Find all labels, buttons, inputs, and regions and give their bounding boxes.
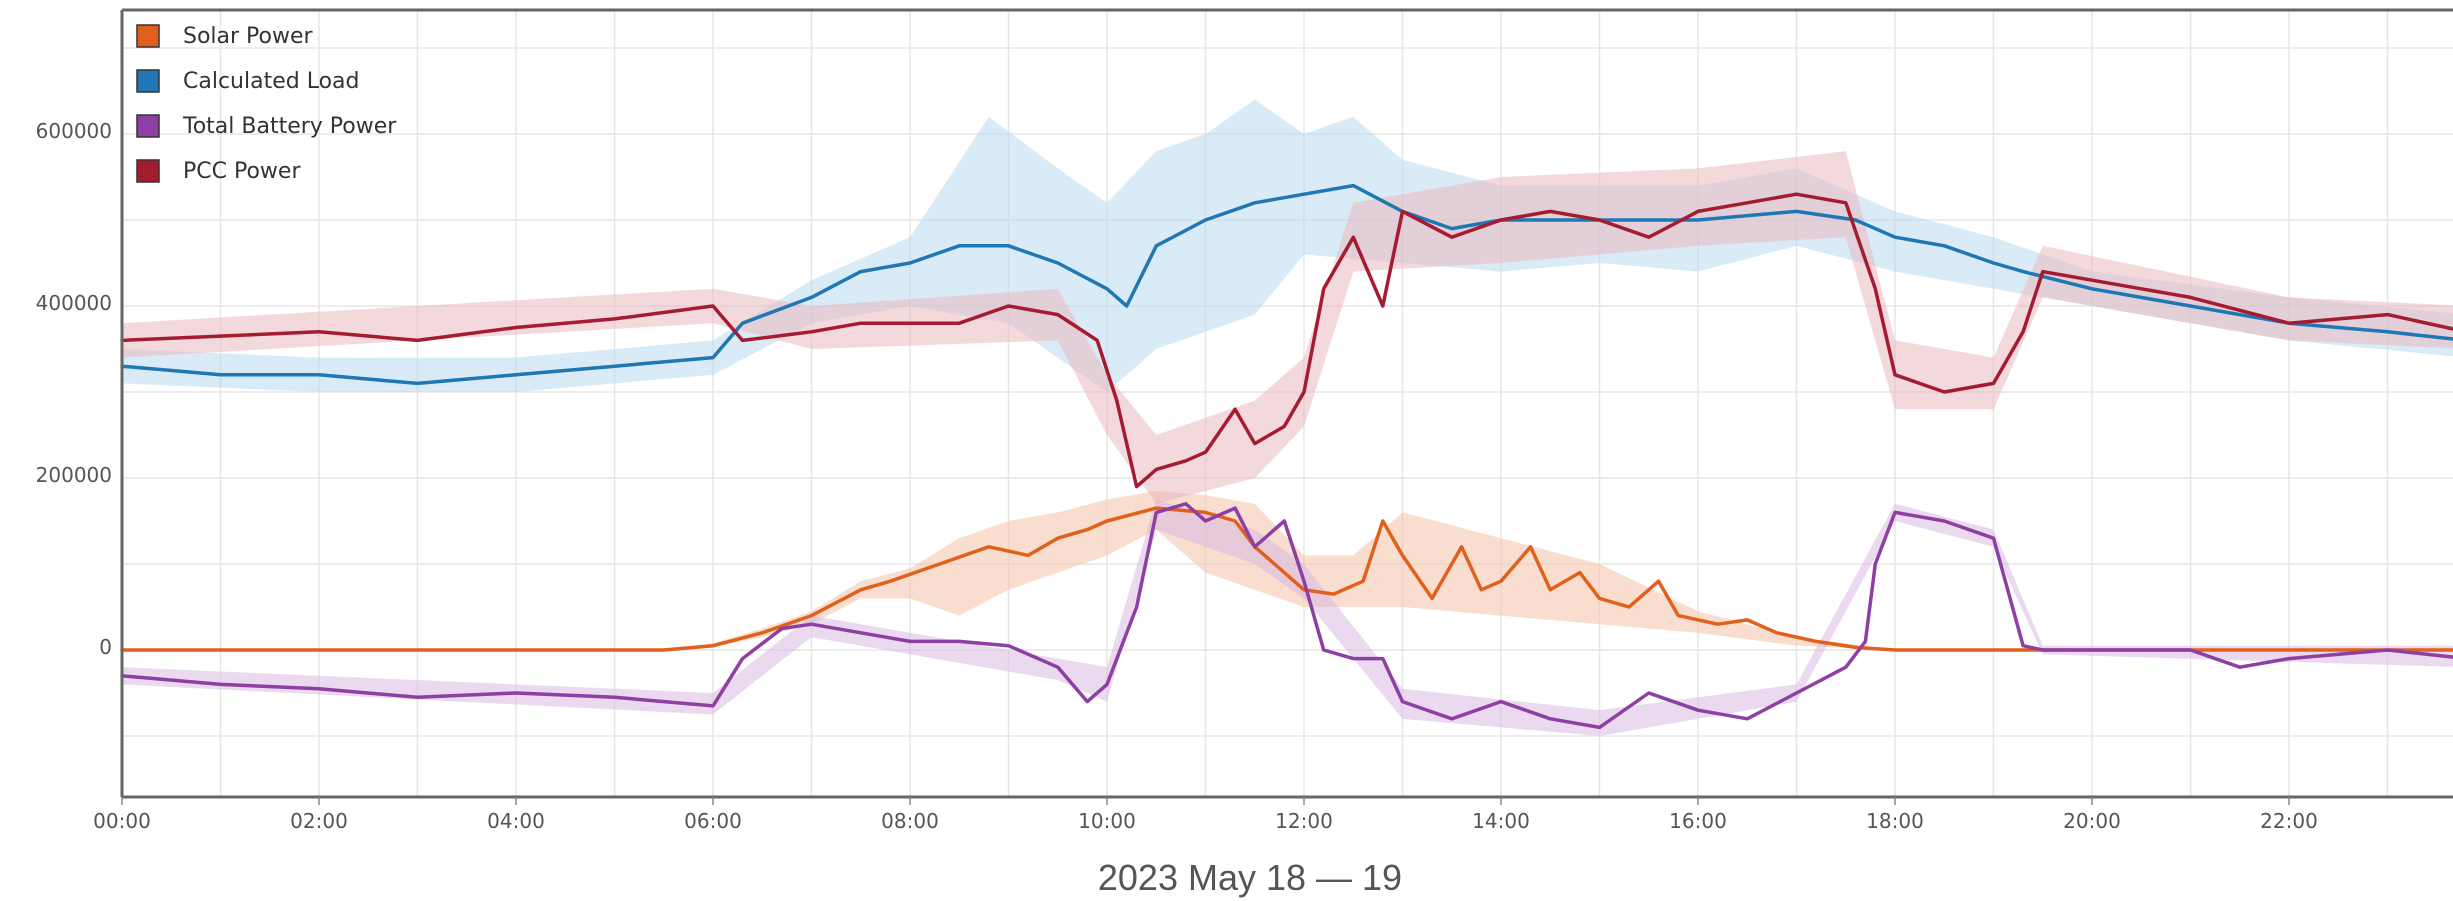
x-tick-label: 04:00 — [487, 809, 545, 833]
legend: Solar Power Calculated Load Total Battery … — [136, 24, 397, 184]
x-tick-label: 20:00 — [2063, 809, 2121, 833]
series-line — [120, 502, 2453, 730]
series-band — [122, 151, 2453, 504]
series-band — [122, 99, 2453, 392]
y-tick-label: 400000 — [36, 291, 112, 315]
x-tick-label: 18:00 — [1866, 809, 1924, 833]
y-axis-ticks: 0 200000 400000 600000 — [36, 119, 112, 659]
legend-swatch — [136, 114, 160, 138]
x-tick-label: 06:00 — [684, 809, 742, 833]
legend-swatch — [136, 159, 160, 183]
legend-swatch — [136, 24, 160, 48]
x-tick-label: 14:00 — [1472, 809, 1530, 833]
legend-label: Solar Power — [183, 24, 314, 49]
legend-label: PCC Power — [183, 159, 301, 184]
x-tick-label: 00:00 — [93, 809, 151, 833]
series-line — [120, 183, 2453, 386]
axes — [120, 8, 2453, 799]
x-tick-label: 16:00 — [1669, 809, 1727, 833]
series-line — [120, 192, 2453, 489]
y-tick-label: 0 — [99, 635, 112, 659]
chart-subtitle: 2023 May 18 — 19 — [1098, 857, 1402, 898]
x-tick-label: 02:00 — [290, 809, 348, 833]
series-line — [120, 506, 2453, 652]
x-tick-label: 10:00 — [1078, 809, 1136, 833]
legend-label: Total Battery Power — [182, 114, 397, 139]
legend-label: Calculated Load — [183, 69, 359, 94]
x-tick-label: 08:00 — [881, 809, 939, 833]
series-lines — [120, 183, 2453, 730]
x-tick-label: 22:00 — [2260, 809, 2318, 833]
x-axis-ticks: 00:00 02:00 04:00 06:00 08:00 10:00 12:00 14:00… — [93, 797, 2318, 833]
y-tick-label: 200000 — [36, 463, 112, 487]
legend-swatch — [136, 69, 160, 93]
x-tick-label: 12:00 — [1275, 809, 1333, 833]
y-tick-label: 600000 — [36, 119, 112, 143]
series-bands — [122, 99, 2453, 736]
series-band — [122, 499, 2453, 736]
